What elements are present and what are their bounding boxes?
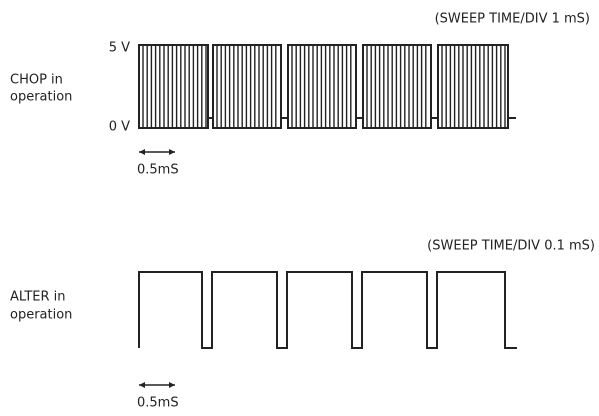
mode-label: ALTER in [10, 290, 66, 305]
scale-label: 0.5mS [137, 163, 179, 178]
mode-label: CHOP in [10, 73, 63, 88]
scale-arrow [139, 382, 175, 388]
alter-waveform [138, 271, 517, 349]
scale-label: 0.5mS [137, 396, 179, 411]
mode-label: operation [10, 90, 72, 105]
mode-label: operation [10, 308, 72, 323]
chop-trace [138, 44, 209, 129]
level-label: 5 V [109, 41, 130, 56]
chop-trace [437, 44, 509, 129]
sweep-label: (SWEEP TIME/DIV 0.1 mS) [427, 239, 595, 254]
level-label: 0 V [109, 120, 130, 135]
chop-waveform [138, 44, 516, 129]
sweep-label: (SWEEP TIME/DIV 1 mS) [435, 12, 590, 27]
scale-arrow [139, 149, 175, 155]
